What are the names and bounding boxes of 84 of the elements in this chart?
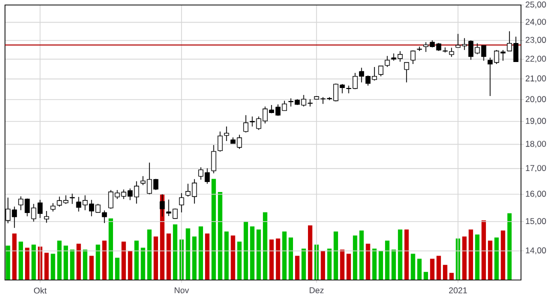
bar (442, 264, 448, 280)
bar (64, 246, 68, 280)
bar (302, 248, 306, 280)
y-tick-label: 24,00 (526, 18, 546, 26)
bar (417, 258, 422, 280)
x-tick-label: 2021 (449, 287, 467, 294)
bar (308, 225, 312, 280)
bar (282, 231, 287, 280)
bar (262, 212, 268, 280)
bar (295, 256, 300, 280)
bar (198, 226, 204, 280)
bar (44, 252, 49, 280)
bar (269, 240, 274, 280)
bar (102, 240, 107, 280)
candlestick (410, 50, 416, 64)
y-tick-label: 21,00 (526, 75, 546, 82)
x-tick-label: Nov (174, 287, 189, 294)
y-tick-label: 17,00 (526, 165, 546, 172)
bar (462, 236, 467, 280)
bar (121, 242, 126, 280)
bar (475, 234, 480, 280)
bar (468, 229, 474, 280)
x-tick-label: Okt (34, 287, 47, 294)
candlestick (378, 66, 384, 77)
y-tick-label: 16,00 (526, 190, 546, 198)
candlestick (179, 192, 184, 213)
candlestick (384, 56, 390, 68)
bar (250, 226, 254, 280)
bar (70, 250, 74, 280)
y-tick-label: 14,00 (526, 247, 546, 254)
bar (359, 230, 364, 280)
bar (340, 250, 344, 280)
y-tick-label: 15,00 (526, 218, 546, 226)
bar (392, 250, 396, 280)
x-tick-label: Dez (310, 287, 324, 294)
candlestick (70, 193, 75, 204)
bar (436, 256, 441, 280)
bar (211, 178, 216, 280)
bar (404, 229, 409, 280)
bar (50, 254, 56, 280)
bar (237, 242, 242, 280)
candlestick (243, 114, 248, 133)
bar (147, 229, 152, 280)
y-tick-label: 25,00 (526, 2, 546, 8)
bar (410, 254, 416, 280)
candlestick (404, 62, 410, 83)
bar (385, 240, 390, 280)
bar (31, 244, 36, 280)
y-tick-label: 18,00 (526, 140, 546, 148)
bar (192, 236, 197, 280)
bar (327, 248, 332, 280)
bar (18, 242, 24, 280)
bar (115, 258, 120, 280)
bar (378, 250, 384, 280)
bar (346, 254, 351, 280)
candlestick (224, 126, 230, 142)
bar (488, 240, 492, 280)
bar (166, 233, 171, 280)
bar (424, 272, 428, 280)
bar (334, 231, 338, 280)
bar (288, 238, 294, 280)
bar (57, 240, 62, 280)
bar (482, 220, 486, 280)
candlestick (160, 194, 165, 217)
y-tick-label: 23,00 (526, 36, 546, 44)
bar (398, 229, 402, 280)
bar (449, 272, 454, 280)
y-tick-label: 22,00 (526, 56, 546, 63)
bar (205, 233, 210, 280)
candlestick (211, 144, 216, 174)
candlestick (44, 210, 50, 224)
bar (76, 244, 81, 280)
candlestick (416, 46, 422, 52)
bar (494, 238, 499, 280)
candlestick (102, 210, 107, 224)
y-tick-label: 20,00 (526, 96, 546, 104)
candlestick (218, 131, 223, 152)
bar (430, 258, 434, 280)
bar (218, 192, 222, 280)
bar (154, 236, 158, 280)
bar (172, 224, 178, 280)
bar (108, 218, 114, 280)
y-tick-label: 19,00 (526, 118, 546, 125)
bar (82, 250, 88, 280)
